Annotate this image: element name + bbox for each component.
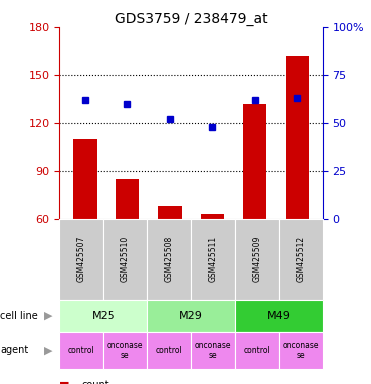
Text: control: control [156,346,183,355]
Text: GSM425512: GSM425512 [296,236,305,282]
Bar [286,56,309,219]
Text: ■: ■ [59,380,70,384]
Bar [201,214,224,219]
Text: GSM425507: GSM425507 [77,236,86,282]
Text: GSM425508: GSM425508 [165,236,174,282]
Bar [73,139,96,219]
Text: ▶: ▶ [44,311,52,321]
Text: M29: M29 [179,311,203,321]
Text: cell line: cell line [0,311,38,321]
Text: GSM425511: GSM425511 [209,236,217,282]
Bar [243,104,266,219]
Text: agent: agent [0,345,28,356]
Text: M25: M25 [91,311,115,321]
Text: control: control [68,346,95,355]
Text: onconase
se: onconase se [195,341,231,360]
Text: GSM425509: GSM425509 [252,236,262,282]
Text: GSM425510: GSM425510 [121,236,130,282]
Text: ▶: ▶ [44,345,52,356]
Bar [158,206,181,219]
Text: M49: M49 [267,311,291,321]
Text: count: count [82,380,109,384]
Bar [116,179,139,219]
Text: control: control [243,346,270,355]
Text: onconase
se: onconase se [107,341,144,360]
Text: onconase
se: onconase se [283,341,319,360]
Title: GDS3759 / 238479_at: GDS3759 / 238479_at [115,12,267,26]
